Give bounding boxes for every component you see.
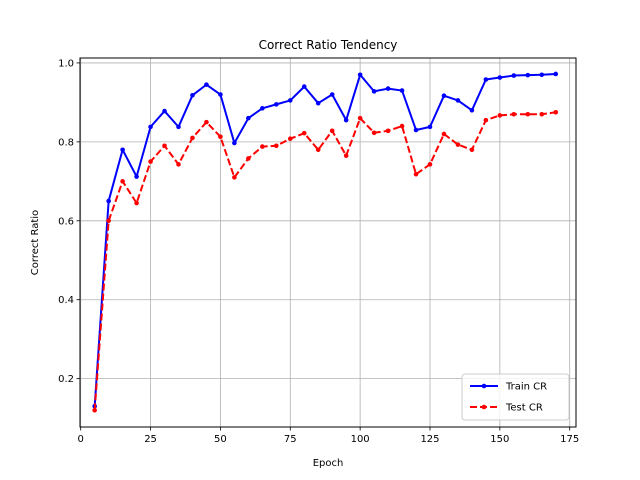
- data-point-train-cr: [176, 124, 181, 130]
- data-point-test-cr: [441, 131, 447, 137]
- data-point-test-cr: [427, 162, 433, 167]
- legend-marker-train-cr: [481, 383, 487, 389]
- x-tick-label: 50: [214, 434, 227, 445]
- y-tick-label: 0.4: [58, 295, 74, 306]
- y-tick-label: 0.6: [58, 216, 74, 227]
- data-point-train-cr: [441, 93, 447, 98]
- data-point-train-cr: [511, 73, 517, 78]
- data-point-test-cr: [539, 111, 545, 117]
- data-point-test-cr: [274, 143, 279, 149]
- data-point-train-cr: [274, 102, 279, 107]
- data-point-train-cr: [260, 106, 265, 111]
- data-point-train-cr: [385, 86, 391, 91]
- x-tick-label: 75: [284, 434, 297, 445]
- data-point-test-cr: [287, 136, 293, 142]
- data-point-train-cr: [357, 72, 363, 78]
- x-axis-ticks: 0 25 50 75 100 125 150 175: [78, 427, 579, 445]
- data-point-train-cr: [148, 124, 153, 130]
- x-tick-label: 175: [560, 434, 579, 445]
- data-point-train-cr: [287, 98, 293, 103]
- data-point-train-cr: [427, 124, 433, 130]
- data-point-test-cr: [92, 407, 97, 413]
- data-point-test-cr: [190, 135, 195, 141]
- data-point-test-cr: [176, 162, 181, 167]
- data-point-train-cr: [204, 82, 209, 87]
- data-point-test-cr: [455, 142, 461, 147]
- data-point-train-cr: [399, 88, 405, 93]
- legend: Train CR Test CR: [461, 373, 570, 421]
- data-point-train-cr: [413, 127, 419, 133]
- legend-marker-test-cr: [481, 404, 487, 410]
- legend-label-test-cr: Test CR: [505, 403, 543, 414]
- x-tick-label: 100: [351, 434, 370, 445]
- data-point-train-cr: [329, 92, 335, 97]
- data-point-test-cr: [134, 200, 139, 206]
- data-point-train-cr: [232, 140, 237, 146]
- data-point-test-cr: [120, 179, 125, 184]
- data-point-test-cr: [511, 111, 517, 117]
- data-point-test-cr: [162, 143, 167, 149]
- data-point-train-cr: [469, 107, 475, 113]
- data-point-train-cr: [525, 72, 531, 78]
- x-tick-label: 125: [420, 434, 439, 445]
- y-axis-ticks: 0.2 0.4 0.6 0.8 1.0: [58, 58, 80, 385]
- data-point-train-cr: [553, 71, 559, 77]
- series-layer: [92, 71, 559, 413]
- series-line-train-cr: [93, 72, 556, 407]
- x-tick-label: 25: [144, 434, 157, 445]
- series-line-test-cr: [93, 111, 556, 411]
- data-point-test-cr: [301, 130, 307, 136]
- x-axis-label: Epoch: [313, 458, 344, 469]
- grid: [80, 58, 576, 427]
- data-point-train-cr: [246, 115, 251, 121]
- data-point-test-cr: [357, 115, 363, 121]
- data-point-test-cr: [218, 134, 223, 140]
- data-point-test-cr: [329, 128, 335, 134]
- data-point-test-cr: [106, 218, 111, 224]
- data-point-test-cr: [483, 117, 489, 123]
- y-tick-label: 0.2: [58, 374, 74, 385]
- data-point-test-cr: [385, 128, 391, 134]
- data-point-test-cr: [497, 113, 503, 118]
- x-tick-label: 0: [78, 434, 84, 445]
- data-point-train-cr: [455, 98, 461, 103]
- y-axis-label: Correct Ratio: [30, 210, 41, 275]
- data-point-test-cr: [204, 119, 209, 125]
- data-point-train-cr: [315, 100, 321, 106]
- data-point-train-cr: [190, 92, 195, 98]
- data-point-train-cr: [218, 92, 223, 97]
- data-point-train-cr: [343, 117, 349, 123]
- x-tick-label: 150: [490, 434, 509, 445]
- data-point-train-cr: [483, 77, 489, 82]
- data-point-test-cr: [343, 153, 349, 158]
- data-point-test-cr: [148, 159, 153, 164]
- y-tick-label: 0.8: [58, 137, 74, 148]
- data-point-train-cr: [371, 89, 377, 94]
- data-point-test-cr: [260, 144, 265, 149]
- data-point-train-cr: [120, 147, 125, 153]
- data-point-test-cr: [315, 147, 321, 153]
- data-point-test-cr: [553, 109, 559, 115]
- data-point-test-cr: [469, 147, 475, 153]
- chart-title: Correct Ratio Tendency: [259, 38, 398, 52]
- plot-frame: [79, 57, 577, 428]
- data-point-test-cr: [371, 130, 377, 136]
- data-point-train-cr: [106, 198, 111, 204]
- data-point-test-cr: [399, 123, 405, 129]
- data-point-test-cr: [246, 156, 251, 161]
- data-point-train-cr: [497, 75, 503, 80]
- data-point-train-cr: [301, 84, 307, 89]
- data-point-test-cr: [525, 111, 531, 117]
- data-point-train-cr: [134, 174, 139, 179]
- legend-label-train-cr: Train CR: [505, 382, 547, 393]
- data-point-train-cr: [539, 72, 545, 78]
- data-point-train-cr: [162, 108, 167, 114]
- y-tick-label: 1.0: [58, 58, 74, 69]
- data-point-test-cr: [413, 171, 419, 177]
- data-point-test-cr: [232, 175, 237, 180]
